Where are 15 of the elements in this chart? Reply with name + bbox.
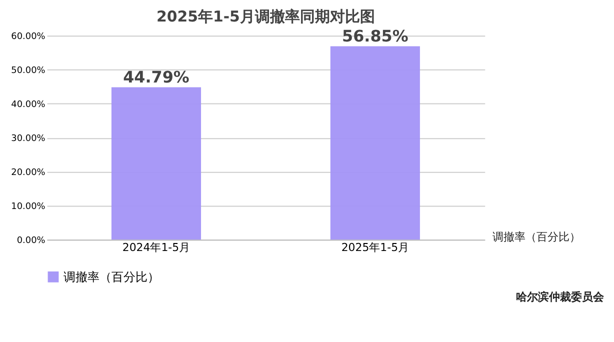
x-tick-label: 2025年1-5月	[341, 241, 410, 254]
data-label: 44.79%	[123, 67, 190, 86]
y-tick-label: 50.00%	[11, 66, 46, 76]
text: 哈尔滨仲裁委员会	[516, 290, 606, 304]
y-tick-label: 60.00%	[11, 32, 46, 42]
text: 调撤率（百分比）	[492, 230, 581, 244]
y-tick-label: 10.00%	[11, 202, 46, 212]
x-tick-label: 2024年1-5月	[122, 241, 190, 254]
y-tick-label: 20.00%	[11, 168, 46, 178]
y-tick-label: 0.00%	[16, 236, 46, 246]
chart-title: 2025年1-5月调撤率同期对比图	[156, 7, 375, 26]
y-tick-label: 30.00%	[11, 134, 46, 144]
data-label: 56.85%	[342, 26, 408, 46]
legend-label: 调撤率（百分比）	[64, 270, 160, 284]
y-tick-label: 40.00%	[11, 100, 46, 110]
